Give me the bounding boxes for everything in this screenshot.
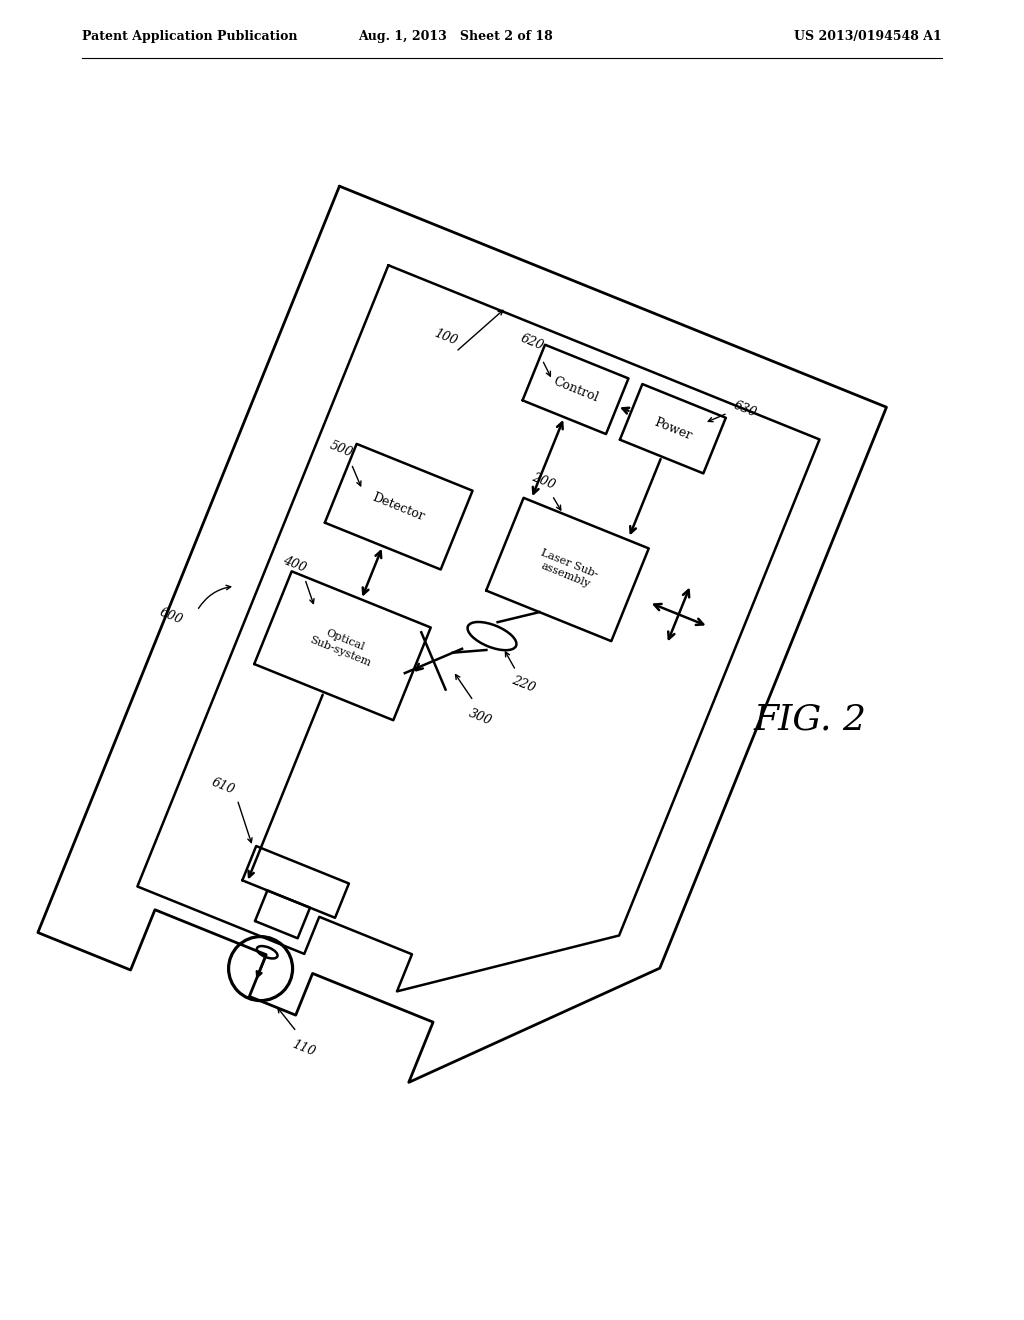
Text: 100: 100	[432, 326, 459, 347]
Text: US 2013/0194548 A1: US 2013/0194548 A1	[795, 30, 942, 44]
Text: 110: 110	[290, 1038, 317, 1059]
Text: Patent Application Publication: Patent Application Publication	[82, 30, 298, 44]
Text: 600: 600	[158, 606, 185, 627]
Text: 200: 200	[530, 471, 557, 492]
Text: FIG. 2: FIG. 2	[754, 704, 866, 737]
Text: 500: 500	[328, 438, 354, 459]
Text: Optical
Sub-system: Optical Sub-system	[308, 623, 377, 668]
Text: Detector: Detector	[371, 490, 427, 523]
Text: 630: 630	[732, 399, 759, 420]
Text: Laser Sub-
assembly: Laser Sub- assembly	[536, 548, 600, 591]
Text: 220: 220	[510, 673, 537, 694]
Text: 400: 400	[282, 553, 308, 574]
Text: 300: 300	[467, 708, 495, 729]
Text: Power: Power	[652, 416, 693, 442]
Text: 610: 610	[210, 776, 237, 797]
Text: 620: 620	[518, 333, 546, 354]
Text: Control: Control	[551, 375, 600, 404]
Text: Aug. 1, 2013   Sheet 2 of 18: Aug. 1, 2013 Sheet 2 of 18	[357, 30, 552, 44]
